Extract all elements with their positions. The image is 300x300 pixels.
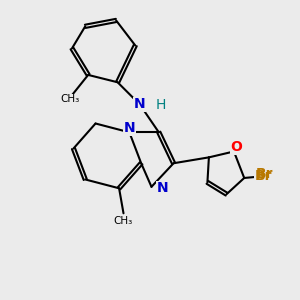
- Text: Br: Br: [256, 167, 274, 182]
- Text: Br: Br: [255, 169, 272, 184]
- Text: N: N: [157, 181, 168, 195]
- Text: N: N: [134, 98, 146, 111]
- Text: CH₃: CH₃: [114, 216, 133, 226]
- Text: N: N: [124, 121, 135, 135]
- Text: O: O: [230, 140, 242, 154]
- Text: CH₃: CH₃: [60, 94, 80, 104]
- Text: H: H: [156, 98, 166, 112]
